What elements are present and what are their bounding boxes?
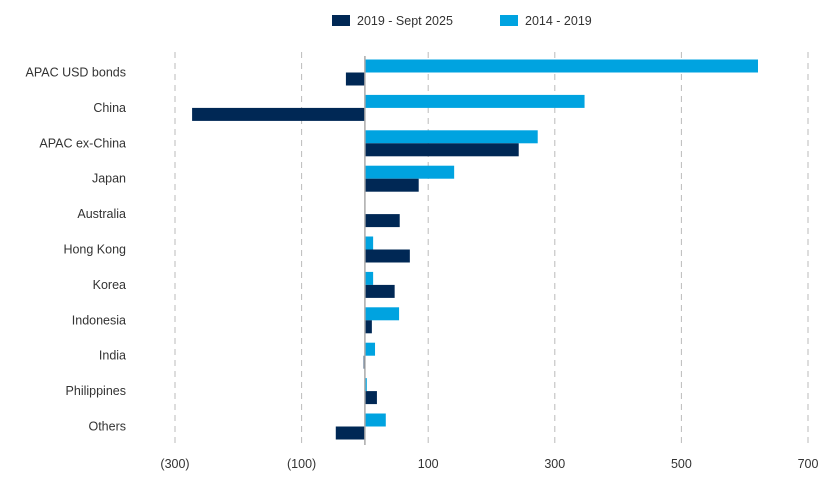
- category-label: Australia: [77, 207, 126, 221]
- x-tick-label: (100): [287, 457, 316, 471]
- bar: [364, 342, 376, 356]
- bar: [364, 271, 374, 285]
- legend: 2019 - Sept 2025 2014 - 2019: [332, 14, 592, 28]
- category-label: Korea: [93, 278, 126, 292]
- category-label: Indonesia: [72, 313, 126, 327]
- legend-swatch-2019-2025: [332, 15, 350, 26]
- x-tick-label: 100: [418, 457, 439, 471]
- category-label: India: [99, 349, 126, 363]
- bar: [364, 307, 400, 321]
- bar: [364, 249, 410, 263]
- bar: [345, 72, 365, 86]
- category-label: Hong Kong: [63, 243, 126, 257]
- bar: [364, 413, 386, 427]
- bar: [364, 165, 455, 179]
- x-tick-label: (300): [160, 457, 189, 471]
- bars: [192, 59, 758, 440]
- category-label: APAC USD bonds: [25, 66, 126, 80]
- bar: [364, 59, 758, 73]
- bar: [364, 284, 395, 298]
- legend-label-2019-2025: 2019 - Sept 2025: [357, 14, 453, 28]
- bar: [364, 130, 538, 144]
- bar: [364, 94, 585, 108]
- bar: [364, 378, 367, 392]
- bar: [364, 236, 374, 250]
- bar: [192, 107, 365, 121]
- bar: [364, 320, 372, 334]
- category-label: Others: [88, 420, 126, 434]
- legend-label-2014-2019: 2014 - 2019: [525, 14, 592, 28]
- bar: [335, 426, 365, 440]
- bar: [364, 178, 419, 192]
- x-tick-label: 500: [671, 457, 692, 471]
- category-label: China: [93, 101, 126, 115]
- x-tick-label: 300: [544, 457, 565, 471]
- category-label: Japan: [92, 172, 126, 186]
- bar: [364, 214, 400, 228]
- category-label: APAC ex-China: [39, 136, 126, 150]
- x-tick-labels: (300) (100) 100 300 500 700: [160, 457, 818, 471]
- category-label: Philippines: [66, 384, 126, 398]
- bar: [364, 391, 377, 405]
- x-tick-label: 700: [798, 457, 819, 471]
- category-labels: APAC USD bonds China APAC ex-China Japan Aus…: [25, 66, 126, 434]
- legend-swatch-2014-2019: [500, 15, 518, 26]
- bar: [364, 143, 519, 157]
